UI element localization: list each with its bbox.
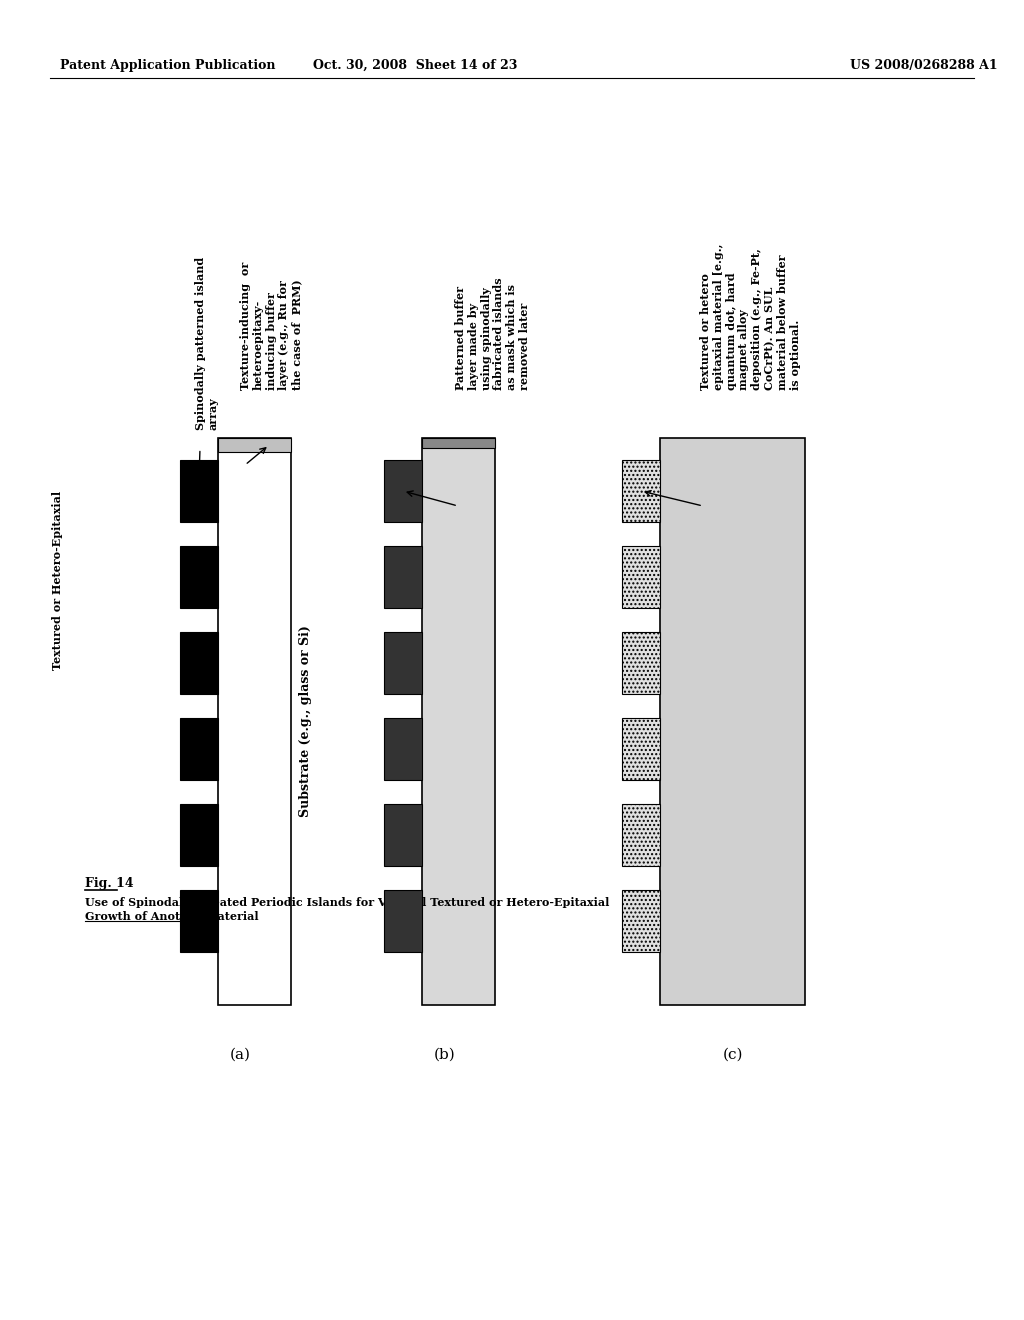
Bar: [622, 459, 660, 521]
Bar: [384, 718, 422, 780]
Bar: [180, 718, 218, 780]
Bar: [422, 438, 495, 1005]
Bar: [180, 632, 218, 694]
Text: Substrate (e.g., glass or Si): Substrate (e.g., glass or Si): [299, 626, 312, 817]
Text: (c): (c): [722, 1048, 742, 1063]
Text: (b): (b): [433, 1048, 456, 1063]
Bar: [622, 546, 660, 609]
Text: Oct. 30, 2008  Sheet 14 of 23: Oct. 30, 2008 Sheet 14 of 23: [312, 58, 517, 71]
Bar: [384, 546, 422, 609]
Text: US 2008/0268288 A1: US 2008/0268288 A1: [850, 58, 997, 71]
Bar: [384, 459, 422, 521]
Bar: [622, 890, 660, 952]
Bar: [622, 632, 660, 694]
Bar: [384, 632, 422, 694]
Text: Growth of Another Material: Growth of Another Material: [85, 911, 259, 921]
Bar: [384, 804, 422, 866]
Bar: [422, 438, 495, 447]
Text: Patent Application Publication: Patent Application Publication: [60, 58, 275, 71]
Bar: [180, 804, 218, 866]
Text: Use of Spinodally Created Periodic Islands for Vertical Textured or Hetero-Epita: Use of Spinodally Created Periodic Islan…: [85, 898, 609, 908]
Text: Fig. 14: Fig. 14: [85, 876, 133, 890]
Bar: [180, 890, 218, 952]
Bar: [218, 438, 291, 451]
Bar: [622, 718, 660, 780]
Bar: [384, 890, 422, 952]
Bar: [180, 459, 218, 521]
Bar: [622, 804, 660, 866]
Text: Texture-inducing  or
heteroepitaxy-
inducing buffer
layer (e.g., Ru for
the case: Texture-inducing or heteroepitaxy- induc…: [240, 261, 302, 389]
Text: Patterned buffer
layer made by
using spinodally
fabricated islands
as mask which: Patterned buffer layer made by using spi…: [455, 277, 530, 389]
Text: Textured or hetero
epitaxial material [e.g.,
quantum dot, hard
magnet alloy
depo: Textured or hetero epitaxial material [e…: [700, 243, 801, 389]
Bar: [180, 546, 218, 609]
Text: Spinodally patterned island
array: Spinodally patterned island array: [195, 257, 219, 430]
Text: Textured or Hetero-Epitaxial: Textured or Hetero-Epitaxial: [52, 491, 63, 669]
Bar: [660, 438, 805, 1005]
Text: (a): (a): [230, 1048, 251, 1063]
Bar: [218, 438, 291, 1005]
